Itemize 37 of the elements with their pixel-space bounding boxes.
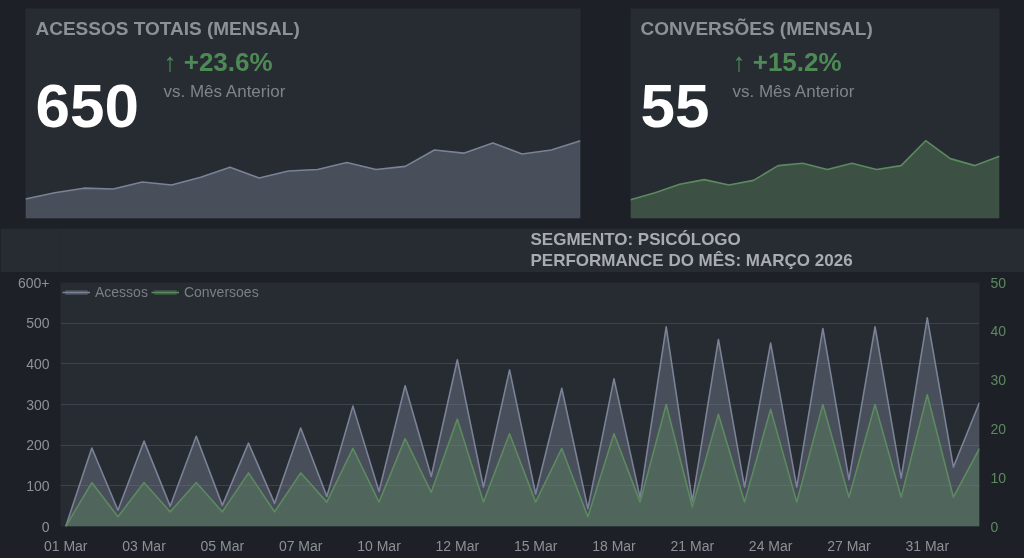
y-tick-label: 600+ xyxy=(17,274,50,291)
text: vs. Mês Anterior xyxy=(163,81,286,101)
chart-title: CONVERSÕES (MENSAL) xyxy=(640,17,873,39)
x-tick-label: 18 Mar xyxy=(592,537,637,554)
text: vs. Mês Anterior xyxy=(732,81,855,101)
text: ↑ +15.2% xyxy=(732,46,842,77)
text: 650 xyxy=(35,70,139,140)
x-tick-label: 10 Mar xyxy=(357,537,402,554)
chart-title: ACESSOS TOTAIS (MENSAL) xyxy=(35,17,300,39)
x-tick-label: 31 Mar xyxy=(905,537,950,554)
y2-tick-label: 30 xyxy=(990,372,1007,389)
x-tick-label: 21 Mar xyxy=(670,537,715,554)
legend-label: Conversoes xyxy=(183,284,259,300)
y2-tick-label: 0 xyxy=(990,518,999,535)
x-tick-label: 07 Mar xyxy=(278,537,323,554)
y-tick-label: 0 xyxy=(41,518,50,535)
y-tick-label: 500 xyxy=(26,315,50,332)
y-tick-label: 200 xyxy=(26,437,50,454)
chart-title: SEGMENTO: PSICÓLOGO xyxy=(530,229,741,249)
chart-subtitle: PERFORMANCE DO MÊS: MARÇO 2026 xyxy=(530,250,853,270)
y-tick-label: 400 xyxy=(26,355,50,372)
text: ↑ +23.6% xyxy=(163,46,273,77)
y-tick-label: 100 xyxy=(26,477,50,494)
y2-tick-label: 50 xyxy=(990,274,1007,291)
y2-tick-label: 40 xyxy=(990,323,1007,340)
x-tick-label: 01 Mar xyxy=(43,537,88,554)
x-tick-label: 05 Mar xyxy=(200,537,245,554)
y-tick-label: 300 xyxy=(26,396,50,413)
legend-label: Acessos xyxy=(95,284,148,300)
x-tick-label: 24 Mar xyxy=(748,537,793,554)
text: 55 xyxy=(640,70,710,140)
y2-tick-label: 10 xyxy=(990,469,1007,486)
x-tick-label: 15 Mar xyxy=(513,537,558,554)
x-tick-label: 27 Mar xyxy=(827,537,872,554)
x-tick-label: 12 Mar xyxy=(435,537,480,554)
x-tick-label: 03 Mar xyxy=(122,537,167,554)
y2-tick-label: 20 xyxy=(990,420,1007,437)
